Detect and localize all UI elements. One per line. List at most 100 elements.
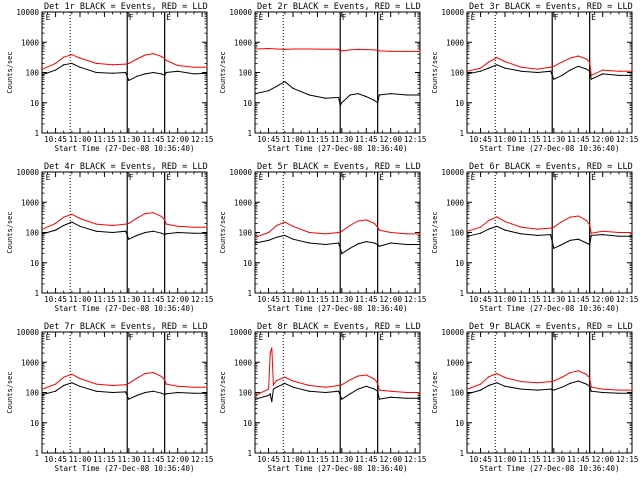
y-tick-label: 10000 [229, 8, 252, 17]
data-point-lld [308, 384, 310, 387]
data-point-lld [390, 50, 392, 52]
y-axis-label: Counts/sec [6, 51, 14, 93]
data-point-lld [365, 49, 367, 51]
data-point-events [504, 229, 506, 231]
x-tick-label: 11:15 [93, 455, 116, 464]
data-point-lld [276, 379, 278, 382]
data-point-events [569, 239, 571, 241]
data-point-lld [152, 212, 154, 214]
data-point-events [337, 390, 340, 392]
data-point-lld [496, 373, 498, 375]
data-point-events [496, 64, 498, 66]
data-point-events [160, 392, 163, 394]
data-point-events [164, 394, 166, 396]
y-tick-label: 10000 [16, 328, 39, 337]
data-point-lld [144, 213, 146, 215]
data-point-lld [254, 394, 257, 397]
marker-label: F [554, 173, 559, 182]
data-point-lld [419, 50, 421, 52]
data-point-events [602, 73, 604, 75]
data-point-lld [577, 215, 579, 217]
x-tick-label: 11:30 [543, 455, 566, 464]
data-point-events [373, 388, 376, 390]
x-tick-label: 12:15 [191, 455, 214, 464]
data-point-events [373, 99, 376, 101]
data-point-lld [95, 223, 97, 225]
data-point-events [324, 243, 327, 246]
x-tick-label: 12:15 [616, 135, 639, 144]
data-point-lld [590, 74, 592, 77]
data-point-events [276, 386, 278, 388]
panel-title: Det 7r BLACK = Events, RED = LLD [44, 322, 208, 332]
data-point-lld [144, 54, 146, 56]
data-point-lld [284, 48, 286, 51]
data-point-lld [308, 231, 310, 234]
data-point-events [488, 384, 490, 387]
series-line-events [467, 380, 632, 395]
data-point-lld [373, 49, 376, 51]
y-tick-label: 10 [30, 419, 40, 428]
data-point-lld [284, 221, 286, 223]
data-point-lld [79, 57, 81, 59]
data-point-events [589, 385, 591, 387]
y-tick-label: 1 [34, 289, 39, 298]
series-line-events [255, 234, 420, 255]
data-point-events [324, 391, 327, 394]
data-point-events [553, 78, 555, 80]
data-point-events [561, 74, 563, 77]
data-point-lld [631, 389, 633, 391]
data-point-events [377, 390, 379, 392]
data-point-events [577, 65, 579, 67]
y-tick-label: 1 [247, 449, 252, 458]
data-point-events [365, 95, 367, 98]
data-point-events [373, 242, 376, 244]
x-tick-label: 11:00 [69, 295, 92, 304]
data-point-events [95, 390, 97, 392]
data-point-lld [165, 59, 167, 62]
y-tick-label: 1000 [234, 38, 253, 47]
marker-label: E [259, 173, 264, 182]
data-point-lld [479, 226, 482, 228]
y-tick-label: 10 [455, 419, 465, 428]
y-tick-label: 100 [25, 69, 39, 78]
marker-label: F [342, 333, 347, 342]
marker-label: E [166, 13, 171, 22]
marker-label: E [166, 173, 171, 182]
data-point-events [349, 247, 351, 249]
data-point-events [164, 234, 166, 236]
data-point-events [144, 73, 146, 75]
data-point-events [193, 73, 195, 75]
data-point-events [553, 389, 555, 391]
x-tick-label: 11:15 [518, 135, 541, 144]
data-point-lld [378, 50, 380, 52]
marker-label: E [591, 13, 596, 22]
data-point-lld [136, 58, 138, 60]
x-tick-label: 11:30 [118, 455, 141, 464]
data-point-events [577, 380, 579, 382]
series-line-lld [42, 212, 207, 230]
marker-label: E [379, 13, 384, 22]
data-point-lld [488, 219, 490, 222]
data-point-lld [63, 376, 65, 378]
data-point-events [144, 231, 146, 234]
y-tick-label: 1000 [21, 198, 40, 207]
x-tick-label: 11:15 [306, 455, 329, 464]
data-point-events [466, 73, 469, 75]
data-point-events [136, 234, 138, 237]
data-point-events [337, 96, 340, 99]
data-point-lld [124, 63, 127, 65]
x-tick-label: 12:00 [379, 295, 402, 304]
panel-title: Det 8r BLACK = Events, RED = LLD [257, 322, 421, 332]
x-tick-label: 10:45 [469, 295, 492, 304]
data-point-lld [54, 62, 57, 64]
x-tick-label: 11:15 [93, 295, 116, 304]
data-point-lld [553, 65, 555, 67]
data-point-events [124, 71, 127, 74]
data-point-events [206, 232, 208, 234]
data-point-lld [488, 61, 490, 63]
data-point-events [165, 393, 167, 395]
data-point-lld [504, 377, 506, 379]
data-point-events [618, 392, 620, 394]
panel-8: Det 8r BLACK = Events, RED = LLD 1 10 100 10… [219, 322, 426, 473]
panel-6: Det 6r BLACK = Events, RED = LLD 1 10 100 10… [431, 162, 638, 313]
